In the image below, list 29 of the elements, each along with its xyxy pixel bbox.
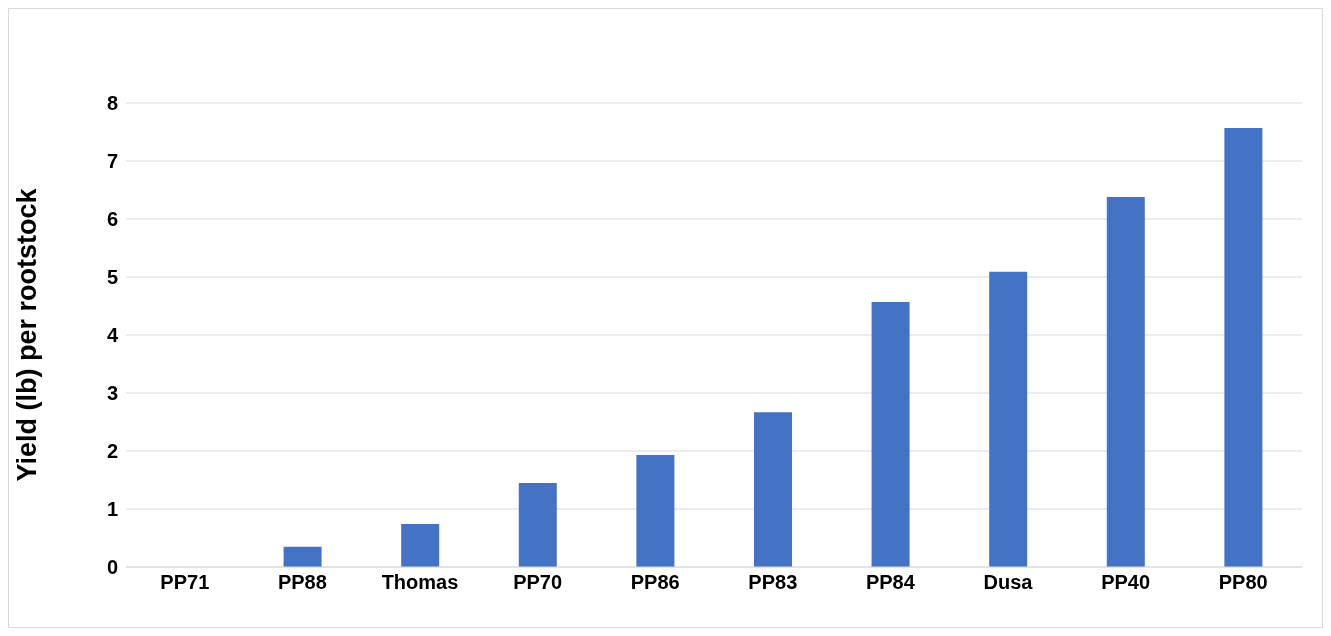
x-tick-label: Thomas	[381, 571, 459, 594]
x-tick-label: PP71	[160, 571, 210, 594]
x-tick-label: PP84	[865, 571, 916, 594]
bar	[401, 524, 440, 567]
x-tick-label: Dusa	[983, 571, 1034, 594]
bar	[989, 271, 1028, 567]
bar	[518, 482, 557, 567]
y-tick-label: 5	[106, 266, 118, 289]
bar	[636, 455, 675, 567]
x-tick-label: PP83	[748, 571, 798, 594]
bar	[283, 546, 322, 567]
y-axis-title: Yield (lb) per rootstock	[11, 187, 42, 482]
x-tick-label: PP40	[1101, 571, 1151, 594]
y-tick-label: 4	[106, 324, 119, 347]
y-tick-label: 1	[106, 498, 118, 521]
y-tick-label: 7	[106, 150, 118, 173]
x-tick-label: PP80	[1218, 571, 1268, 594]
y-tick-label: 0	[106, 556, 118, 579]
x-tick-label: PP88	[277, 571, 327, 594]
x-tick-label: PP86	[630, 571, 680, 594]
bar	[1224, 127, 1263, 567]
bar	[871, 301, 910, 567]
y-tick-label: 8	[106, 92, 118, 115]
x-tick-label: PP70	[513, 571, 563, 594]
bar	[753, 412, 792, 567]
y-tick-label: 2	[106, 440, 118, 463]
y-tick-label: 3	[106, 382, 118, 405]
bar	[1106, 196, 1145, 567]
y-tick-label: 6	[106, 208, 118, 231]
